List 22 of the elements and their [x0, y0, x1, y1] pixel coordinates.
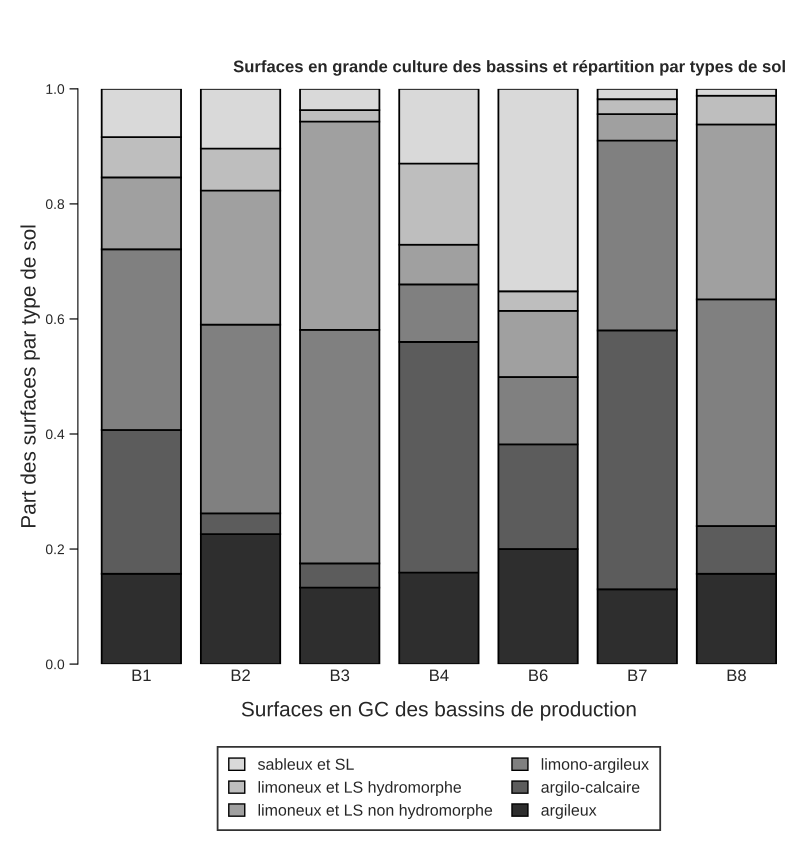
x-axis-title: Surfaces en GC des bassins de production	[242, 701, 636, 721]
legend-label: limoneux et LS non hydromorphe	[258, 804, 492, 819]
legend-label: argilo-calcaire	[541, 781, 640, 796]
x-tick-label: B8	[728, 669, 746, 682]
legend-label: argileux	[541, 804, 596, 819]
y-tick-label: 0.6	[46, 314, 64, 324]
y-tick-label: 0.8	[46, 199, 64, 210]
y-axis-title: Part des surfaces par type de sol	[20, 226, 40, 528]
y-tick-label: 0.2	[46, 544, 64, 554]
legend-label: sableux et SL	[258, 758, 354, 770]
x-tick-label: B4	[430, 670, 449, 682]
y-tick-label: 0.0	[46, 659, 64, 670]
x-tick-label: B7	[628, 670, 647, 682]
x-tick-label: B2	[232, 669, 250, 682]
legend-label: limono-argileux	[542, 758, 649, 774]
x-tick-label: B3	[330, 669, 350, 682]
chart-title: Surfaces en grande culture des bassins et répartition par types de sol	[234, 60, 785, 76]
x-tick-label: B1	[132, 670, 151, 682]
x-tick-label: B6	[529, 669, 548, 682]
y-tick-label: 1.0	[46, 84, 64, 94]
y-tick-label: 0.4	[46, 429, 64, 440]
legend-label: limoneux et LS hydromorphe	[258, 781, 462, 796]
